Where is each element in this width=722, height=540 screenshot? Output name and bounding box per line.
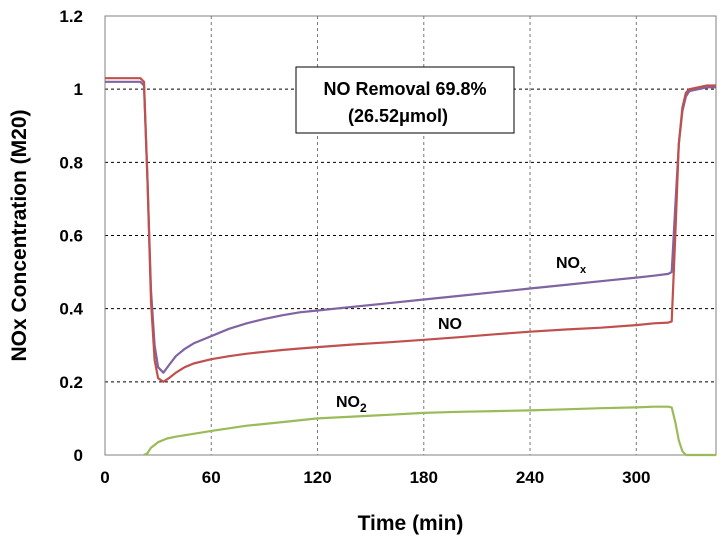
- annotation-line-1: NO Removal 69.8%: [323, 79, 486, 99]
- y-tick-label: 1: [74, 80, 83, 99]
- y-tick-label: 0.6: [59, 227, 83, 246]
- y-tick-label: 0: [74, 446, 83, 465]
- annotation-frame: [295, 66, 515, 134]
- x-tick-label: 0: [100, 468, 109, 487]
- series-label-no: NO: [438, 316, 462, 333]
- x-tick-label: 60: [202, 468, 221, 487]
- y-tick-label: 0.8: [59, 153, 83, 172]
- annotation-line-2: (26.52μmol): [348, 106, 448, 126]
- series-label-nox: NOx: [556, 255, 587, 276]
- series-line-no2: [143, 405, 716, 457]
- x-tick-label: 300: [622, 468, 650, 487]
- x-axis-title: Time (min): [358, 512, 464, 535]
- x-tick-label: 120: [303, 468, 331, 487]
- y-axis-title: NOx Concentration (M20): [8, 109, 31, 361]
- plot-area-border: [104, 15, 717, 456]
- x-tick-label: 180: [410, 468, 438, 487]
- series-label-no2: NO2: [336, 394, 367, 415]
- y-tick-label: 1.2: [59, 7, 83, 26]
- series-line-no: [105, 77, 716, 383]
- tick-labels: 0 60 120 180 240 300 0 0.2 0.4 0.6 0.8 1 1.2: [59, 7, 650, 487]
- removal-annotation-box: NO Removal 69.8% (26.52μmol): [295, 66, 515, 134]
- series-lines: [105, 77, 716, 457]
- y-tick-label: 0.4: [59, 300, 83, 319]
- y-tick-label: 0.2: [59, 373, 83, 392]
- x-tick-label: 240: [516, 468, 544, 487]
